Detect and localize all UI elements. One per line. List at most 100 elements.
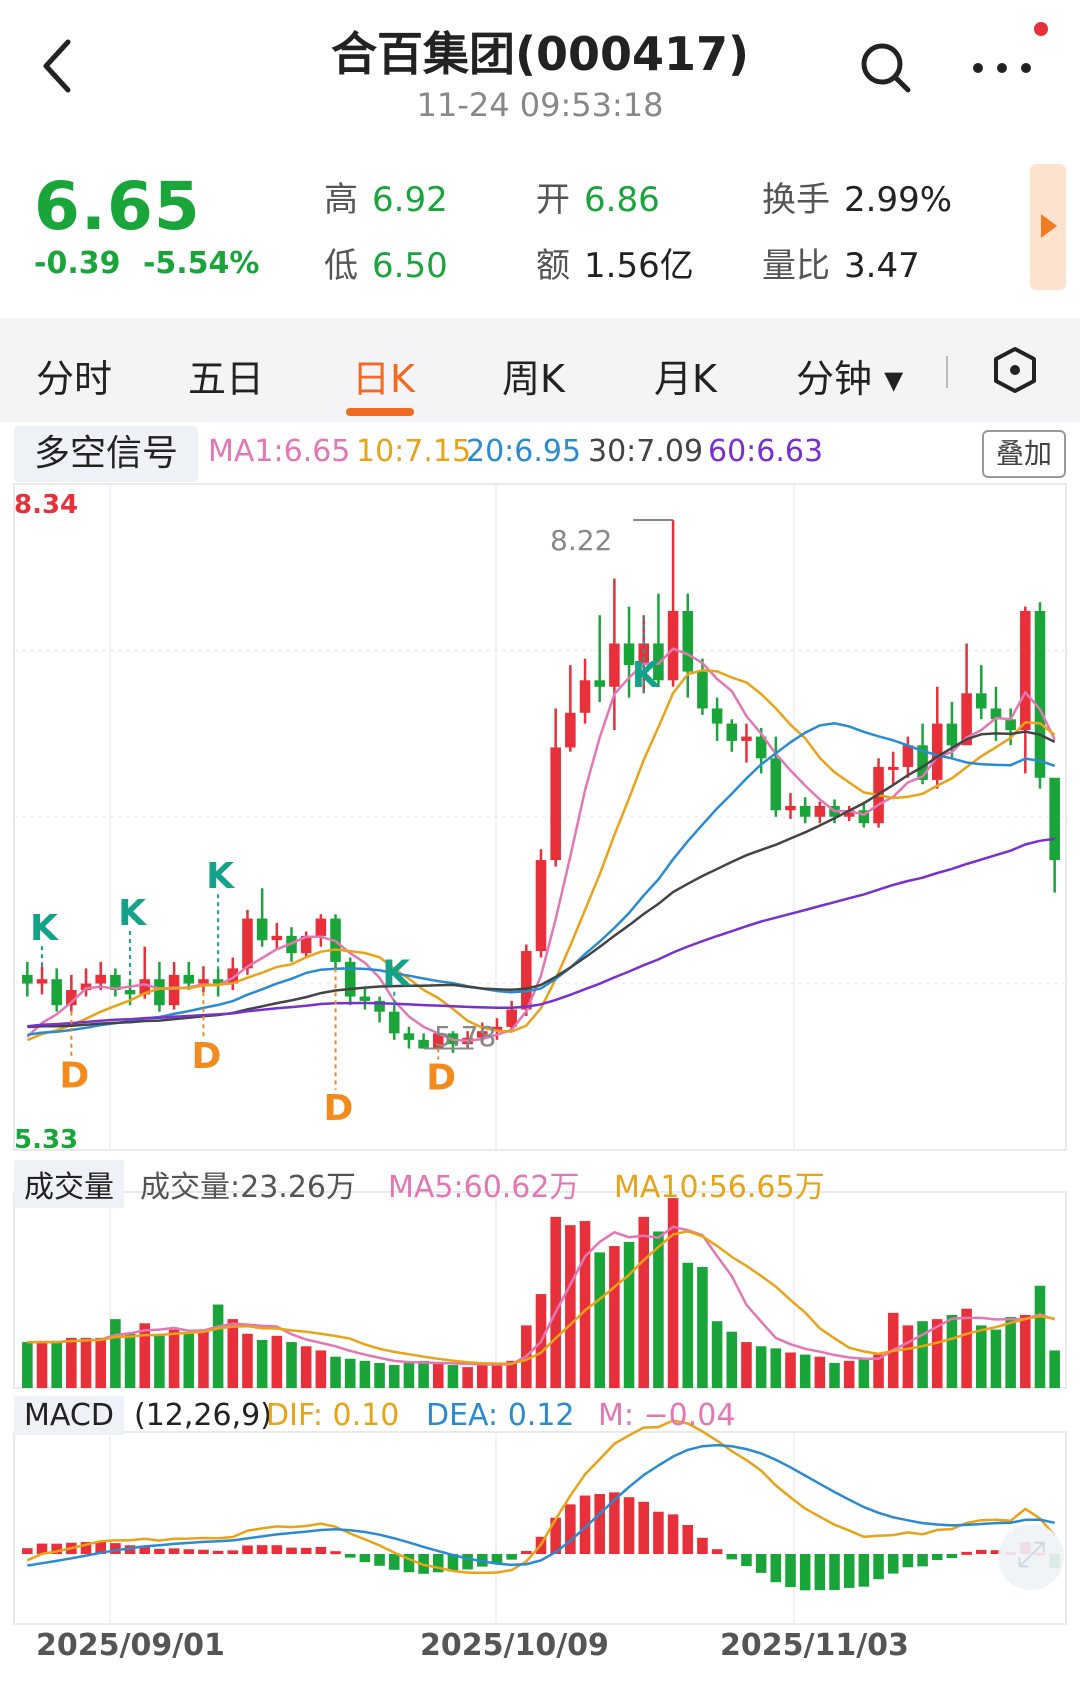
macd-histogram-bar bbox=[286, 1547, 297, 1554]
macd-histogram-bar bbox=[183, 1549, 195, 1554]
amount-label: 额 bbox=[536, 246, 570, 286]
macd-histogram-bar bbox=[785, 1554, 796, 1588]
high-label: 高 bbox=[324, 180, 358, 220]
candle-body bbox=[22, 974, 33, 984]
tab-intraday[interactable]: 分时 bbox=[36, 357, 113, 401]
candle-body bbox=[315, 918, 327, 936]
expand-quote-button[interactable] bbox=[1030, 164, 1066, 290]
macd-histogram-bar bbox=[315, 1546, 327, 1554]
candle-body bbox=[183, 974, 195, 984]
turnover-value: 2.99% bbox=[844, 180, 953, 220]
vol-ratio-value: 3.47 bbox=[844, 246, 920, 286]
search-icon[interactable] bbox=[858, 40, 914, 96]
signal-d-label: D bbox=[426, 1058, 456, 1099]
ma20-label: 20:6.95 bbox=[466, 434, 582, 469]
macd-dif-line bbox=[26, 1419, 1056, 1575]
more-icon[interactable] bbox=[968, 40, 1038, 96]
candle-body bbox=[80, 983, 92, 991]
macd-histogram-bar bbox=[256, 1545, 268, 1554]
volume-bar bbox=[388, 1365, 400, 1388]
candle-body bbox=[374, 1000, 385, 1012]
y-min-label: 5.33 bbox=[14, 1125, 78, 1155]
candle-body bbox=[242, 918, 253, 969]
candle-body bbox=[124, 990, 136, 995]
macd-dea: DEA: 0.12 bbox=[426, 1398, 575, 1433]
volume-bar bbox=[447, 1365, 459, 1388]
panel-frame bbox=[13, 1431, 1067, 1625]
volume-bar bbox=[1034, 1285, 1046, 1388]
candle-body bbox=[667, 610, 679, 681]
macd-histogram-bar bbox=[667, 1514, 679, 1554]
tab-daily-k[interactable]: 日K bbox=[352, 357, 415, 401]
macd-histogram-bar bbox=[990, 1550, 1002, 1554]
fullscreen-icon[interactable] bbox=[998, 1524, 1064, 1590]
back-arrow-icon[interactable] bbox=[38, 36, 78, 96]
candle-body bbox=[344, 961, 356, 997]
signal-k-label: K bbox=[30, 908, 59, 949]
macd-histogram-bar bbox=[550, 1517, 561, 1554]
volume-ma5: MA5:60.62万 bbox=[388, 1170, 580, 1205]
volume-bar bbox=[432, 1362, 444, 1388]
low-value: 6.50 bbox=[372, 246, 448, 286]
macd-tag[interactable]: MACD bbox=[14, 1396, 124, 1435]
x-date-2: 2025/10/09 bbox=[420, 1628, 609, 1663]
volume-bar bbox=[829, 1362, 840, 1388]
candle-body bbox=[1049, 777, 1060, 861]
macd-histogram-bar bbox=[447, 1554, 459, 1572]
volume-bar bbox=[22, 1342, 33, 1388]
open-value: 6.86 bbox=[584, 180, 660, 220]
candle-body bbox=[535, 860, 547, 952]
long-short-signal-button[interactable]: 多空信号 bbox=[14, 426, 198, 482]
macd-histogram-bar bbox=[726, 1554, 738, 1560]
ma5-line bbox=[26, 647, 1056, 1042]
turnover-stat: 换手 2.99% bbox=[762, 172, 952, 221]
macd-histogram-bar bbox=[887, 1554, 899, 1574]
volume-bar bbox=[726, 1331, 738, 1388]
candle-body bbox=[359, 996, 371, 1001]
tab-minute[interactable]: 分钟 ▾ bbox=[796, 357, 904, 401]
vol-ratio-label: 量比 bbox=[762, 246, 830, 286]
macd-histogram-bar bbox=[462, 1554, 473, 1570]
volume-bar bbox=[1005, 1317, 1016, 1388]
volume-bar bbox=[1049, 1350, 1060, 1388]
macd-histogram-bar bbox=[506, 1554, 517, 1560]
candle-body bbox=[1005, 719, 1016, 731]
macd-histogram-bar bbox=[623, 1497, 635, 1554]
overlay-button[interactable]: 叠加 bbox=[982, 430, 1066, 478]
volume-bar bbox=[359, 1360, 371, 1388]
macd-histogram-bar bbox=[374, 1554, 385, 1566]
volume-bar bbox=[667, 1198, 679, 1388]
ma10-label: 10:7.15 bbox=[356, 434, 472, 469]
volume-bar bbox=[212, 1304, 224, 1388]
candle-body bbox=[271, 935, 283, 941]
volume-bar bbox=[697, 1266, 708, 1388]
macd-histogram-bar bbox=[579, 1495, 591, 1554]
volume-bar bbox=[755, 1346, 767, 1388]
tab-weekly-k[interactable]: 周K bbox=[502, 357, 565, 401]
candle-body bbox=[432, 1033, 444, 1049]
candle-body bbox=[697, 671, 708, 709]
volume-tag[interactable]: 成交量 bbox=[14, 1160, 124, 1208]
quote-datetime: 11-24 09:53:18 bbox=[416, 86, 664, 124]
tab-monthly-k[interactable]: 月K bbox=[654, 357, 717, 401]
macd-histogram-bar bbox=[227, 1550, 239, 1554]
current-price: 6.65 bbox=[34, 168, 201, 245]
y-max-label: 8.34 bbox=[14, 490, 78, 520]
candle-body bbox=[785, 805, 796, 811]
macd-dif: DIF: 0.10 bbox=[266, 1398, 400, 1433]
candle-body bbox=[858, 810, 870, 824]
price-change: -0.39 -5.54% bbox=[34, 246, 259, 281]
panel-frame bbox=[13, 483, 1067, 1151]
tab-five-day[interactable]: 五日 bbox=[188, 357, 265, 401]
volume-bar bbox=[462, 1367, 473, 1388]
candle-body bbox=[565, 712, 576, 748]
candle-body bbox=[51, 979, 62, 1006]
macd-histogram-bar bbox=[902, 1554, 914, 1568]
chart-settings-icon[interactable] bbox=[992, 346, 1038, 394]
volume-bar bbox=[418, 1360, 429, 1388]
macd-histogram-bar bbox=[843, 1554, 855, 1588]
macd-histogram-bar bbox=[931, 1554, 943, 1560]
volume-bar bbox=[990, 1329, 1002, 1388]
candle-body bbox=[975, 693, 987, 709]
